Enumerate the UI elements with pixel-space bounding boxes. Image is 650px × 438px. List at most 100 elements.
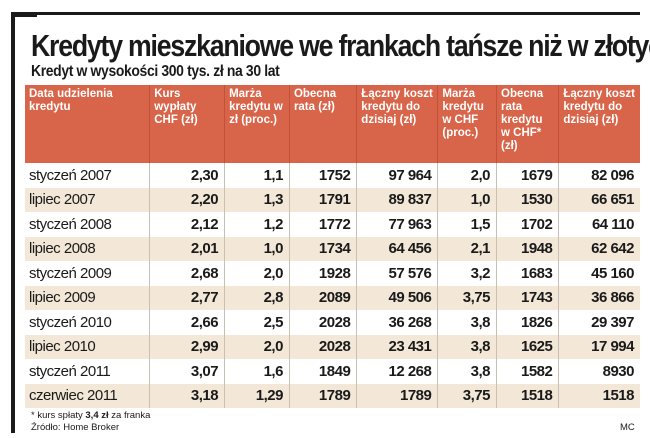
date-cell: lipiec 2010 <box>25 334 150 359</box>
column-header: Kurs wypłaty CHF (zł) <box>149 85 225 163</box>
value-cell: 1789 <box>356 383 438 408</box>
table-row: lipiec 2009 2,77 2,8 2089 49 506 3,75 1743 36 8… <box>25 285 640 310</box>
value-cell: 1743 <box>495 285 559 310</box>
value-cell: 2,0 <box>224 261 290 286</box>
value-cell: 1789 <box>288 383 357 408</box>
value-cell: 2089 <box>288 285 357 310</box>
value-cell: 1530 <box>495 187 559 212</box>
value-cell: 1,29 <box>224 383 290 408</box>
value-cell: 2,99 <box>149 334 225 359</box>
table-row: styczeń 2007 2,30 1,1 1752 97 964 2,0 1679 82 0… <box>25 163 640 188</box>
value-cell: 1702 <box>495 212 559 237</box>
frame-top-rule <box>11 12 640 15</box>
date-cell: styczeń 2008 <box>29 215 112 233</box>
value-cell: 1,3 <box>224 187 290 212</box>
value-cell: 36 268 <box>356 310 438 335</box>
value-cell: 1,0 <box>437 187 497 212</box>
date-cell: czerwiec 2011 <box>25 383 150 408</box>
value-cell: 66 651 <box>558 187 640 212</box>
value-cell: 1752 <box>288 163 357 188</box>
credit: MC <box>620 422 635 433</box>
value-cell: 29 397 <box>558 310 640 335</box>
value-cell: 1518 <box>558 383 640 408</box>
frame-left-bar <box>11 12 15 433</box>
value-cell: 2,01 <box>149 236 225 261</box>
page-title: Kredyty mieszkaniowe we frankach tańsze … <box>31 28 650 63</box>
value-cell: 2,8 <box>224 285 290 310</box>
frame-corner <box>11 12 37 17</box>
value-cell: 12 268 <box>356 359 438 384</box>
credit-table: Data udzielenia kredytu Kurs wypłaty CHF … <box>25 85 640 408</box>
column-header: Łączny koszt kredytu do dzisiaj (zł) <box>356 85 438 163</box>
value-cell: 2,68 <box>149 261 225 286</box>
date-cell: lipiec 2007 <box>25 187 150 212</box>
value-cell: 1,0 <box>224 236 290 261</box>
footnote: * kurs spłaty 3,4 zł za franka <box>31 410 150 421</box>
value-cell: 1734 <box>288 236 357 261</box>
column-header: Marża kredytu w zł (proc.) <box>224 85 290 163</box>
value-cell: 3,18 <box>149 383 225 408</box>
value-cell: 1772 <box>288 212 357 237</box>
value-cell: 3,07 <box>149 359 225 384</box>
value-cell: 57 576 <box>356 261 438 286</box>
table-row: lipiec 2008 2,01 1,0 1734 64 456 2,1 1948 62 64… <box>25 236 640 261</box>
value-cell: 1,5 <box>437 212 497 237</box>
date-cell: lipiec 2009 <box>25 285 150 310</box>
value-cell: 2028 <box>288 334 357 359</box>
value-cell: 64 456 <box>356 236 438 261</box>
value-cell: 23 431 <box>356 334 438 359</box>
value-cell: 1849 <box>288 359 357 384</box>
source: Źródło: Home Broker <box>31 422 120 433</box>
value-cell: 2,66 <box>149 310 225 335</box>
value-cell: 49 506 <box>356 285 438 310</box>
value-cell: 3,2 <box>437 261 497 286</box>
table-row: lipiec 2007 2,20 1,3 1791 89 837 1,0 1530 66 65… <box>25 187 640 212</box>
value-cell: 3,8 <box>437 334 497 359</box>
footnote-value: 3,4 zł <box>85 410 109 421</box>
date-cell: styczeń 2011 <box>29 362 111 380</box>
value-cell: 1582 <box>495 359 559 384</box>
value-cell: 1826 <box>495 310 559 335</box>
footnote-suffix: za franka <box>108 410 151 421</box>
value-cell: 2,12 <box>149 212 225 237</box>
value-cell: 77 963 <box>356 212 438 237</box>
value-cell: 8930 <box>558 359 640 384</box>
value-cell: 17 994 <box>558 334 640 359</box>
value-cell: 2,1 <box>437 236 497 261</box>
value-cell: 3,8 <box>437 359 497 384</box>
table-header-row: Data udzielenia kredytu Kurs wypłaty CHF … <box>25 85 640 163</box>
value-cell: 1,6 <box>224 359 290 384</box>
value-cell: 45 160 <box>558 261 640 286</box>
table-row: lipiec 2010 2,99 2,0 2028 23 431 3,8 1625 17 99… <box>25 334 640 359</box>
date-cell: lipiec 2008 <box>25 236 150 261</box>
value-cell: 1928 <box>288 261 357 286</box>
value-cell: 1791 <box>288 187 357 212</box>
value-cell: 2028 <box>288 310 357 335</box>
value-cell: 1948 <box>495 236 559 261</box>
value-cell: 3,75 <box>437 383 497 408</box>
footnote-prefix: * kurs spłaty <box>31 410 86 421</box>
value-cell: 2,0 <box>437 163 497 188</box>
subtitle: Kredyt w wysokości 300 tys. zł na 30 lat <box>31 63 280 80</box>
column-header: Obecna rata (zł) <box>288 85 357 163</box>
value-cell: 64 110 <box>558 212 640 237</box>
value-cell: 62 642 <box>558 236 640 261</box>
value-cell: 36 866 <box>558 285 640 310</box>
column-header: Łączny koszt kredytu do dzisiaj (zł) <box>558 85 640 163</box>
column-header: Data udzielenia kredytu <box>25 85 150 163</box>
table-row: styczeń 2011 3,07 1,6 1849 12 268 3,8 1582 8930 <box>25 359 640 384</box>
value-cell: 3,75 <box>437 285 497 310</box>
table-row: styczeń 2010 2,66 2,5 2028 36 268 3,8 1826 29 3… <box>25 310 640 335</box>
value-cell: 97 964 <box>356 163 438 188</box>
value-cell: 89 837 <box>356 187 438 212</box>
column-header: Marża kredytu w CHF (proc.) <box>437 85 497 163</box>
value-cell: 1518 <box>495 383 559 408</box>
table-row: styczeń 2008 2,12 1,2 1772 77 963 1,5 1702 64 1… <box>25 212 640 237</box>
table-row: czerwiec 2011 3,18 1,29 1789 1789 3,75 1518 151… <box>25 383 640 408</box>
date-cell: styczeń 2010 <box>29 313 112 331</box>
value-cell: 1683 <box>495 261 559 286</box>
date-cell: styczeń 2009 <box>29 264 112 282</box>
value-cell: 3,8 <box>437 310 497 335</box>
value-cell: 2,0 <box>224 334 290 359</box>
